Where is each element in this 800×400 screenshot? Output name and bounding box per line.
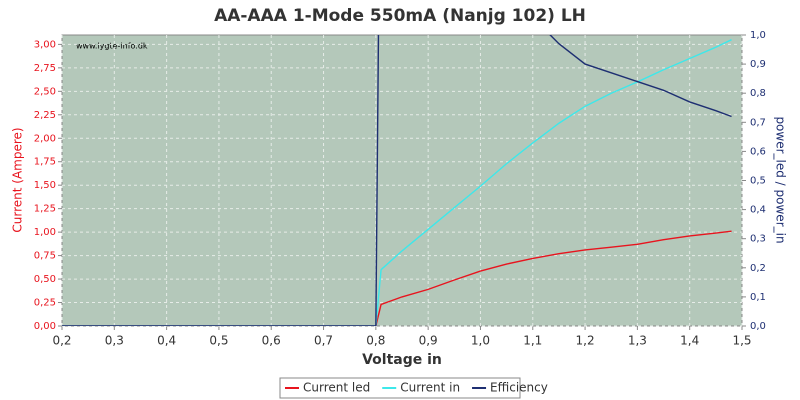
- x-tick-label: 0,6: [262, 334, 281, 348]
- series-line: [62, 230, 732, 326]
- y-tick-label: 3,00: [34, 39, 56, 50]
- y-tick-label: 2,25: [34, 110, 56, 121]
- y2-tick-label: 0,1: [750, 292, 766, 303]
- y-tick-label: 0,00: [34, 321, 56, 332]
- y-tick-label: 0,50: [34, 274, 56, 285]
- y-tick-label: 2,75: [34, 63, 56, 74]
- y2-tick-label: 0,2: [750, 263, 766, 274]
- y-tick-label: 1,00: [34, 227, 56, 238]
- x-tick-label: 1,3: [628, 334, 647, 348]
- legend-label: Current in: [400, 381, 460, 395]
- y2-tick-label: 0,8: [750, 88, 766, 99]
- y2-tick-label: 0,6: [750, 146, 766, 157]
- x-tick-label: 0,8: [366, 334, 385, 348]
- y-tick-label: 2,50: [34, 86, 56, 97]
- legend-label: Efficiency: [490, 381, 548, 395]
- y2-tick-label: 0,9: [750, 59, 766, 70]
- x-tick-label: 0,4: [157, 334, 176, 348]
- x-tick-label: 0,5: [209, 334, 228, 348]
- chart-title: AA-AAA 1-Mode 550mA (Nanjg 102) LH: [214, 6, 586, 26]
- legend: [279, 377, 521, 399]
- x-tick-label: 0,3: [105, 334, 124, 348]
- y-tick-label: 2,00: [34, 133, 56, 144]
- x-tick-label: 1,2: [576, 334, 595, 348]
- series-line: [62, 35, 732, 326]
- watermark: www.lygte-info.dk: [76, 42, 148, 51]
- x-tick-label: 0,9: [419, 334, 438, 348]
- x-tick-label: 0,2: [52, 334, 71, 348]
- x-tick-label: 1,4: [680, 334, 699, 348]
- y-tick-label: 0,25: [34, 298, 56, 309]
- y-axis-label: Current (Ampere): [11, 127, 25, 232]
- series-line: [62, 39, 732, 326]
- legend-label: Current led: [303, 381, 370, 395]
- x-axis-label: Voltage in: [362, 352, 442, 368]
- x-tick-label: 0,7: [314, 334, 333, 348]
- y2-tick-label: 0,3: [750, 234, 766, 245]
- y2-tick-label: 0,0: [750, 321, 766, 332]
- y-tick-label: 0,75: [34, 251, 56, 262]
- x-tick-label: 1,1: [523, 334, 542, 348]
- y-tick-label: 1,50: [34, 180, 56, 191]
- plot-area: [61, 34, 743, 327]
- y-tick-label: 1,75: [34, 157, 56, 168]
- y2-axis-label: power_led / power_in: [774, 116, 788, 243]
- y-tick-label: 1,25: [34, 204, 56, 215]
- x-tick-label: 1,5: [732, 334, 751, 348]
- y2-tick-label: 1,0: [750, 30, 766, 41]
- y2-tick-label: 0,7: [750, 117, 766, 128]
- x-tick-label: 1,0: [471, 334, 490, 348]
- y2-tick-label: 0,4: [750, 205, 766, 216]
- y2-tick-label: 0,5: [750, 176, 766, 187]
